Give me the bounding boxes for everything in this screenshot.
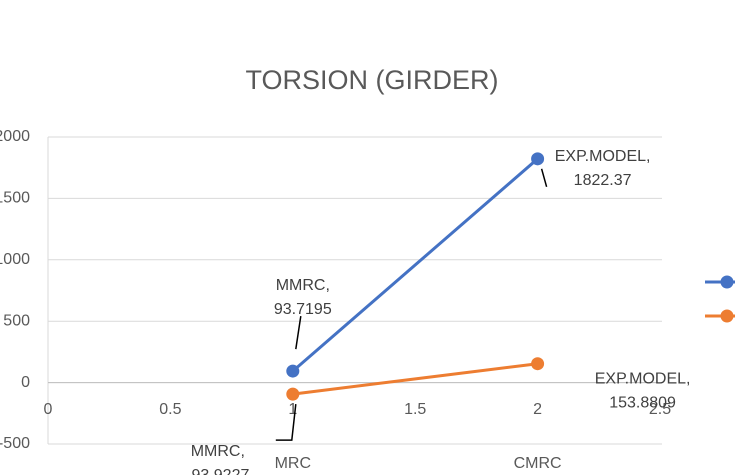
leader-line [540, 168, 548, 188]
y-tick-label: -500 [0, 435, 30, 452]
data-point [531, 357, 545, 371]
category-label: CMRC [514, 455, 562, 472]
data-label-line: 93.7195 [274, 301, 332, 318]
legend-marker [720, 309, 734, 323]
data-point [286, 364, 300, 378]
chart-title: TORSION (GIRDER) [245, 65, 498, 95]
legend-marker [720, 275, 734, 289]
data-label-line: 1822.37 [574, 172, 632, 189]
data-label-line: MMRC, [191, 443, 245, 460]
data-label-line: EXP.MODEL, [555, 148, 651, 165]
x-tick-label: 2.5 [649, 401, 671, 418]
y-tick-label: 0 [21, 374, 30, 391]
x-tick-label: 1.5 [404, 401, 426, 418]
y-tick-label: 1000 [0, 251, 30, 268]
data-label: MMRC, -93.9227 [186, 443, 249, 475]
x-tick-label: 0.5 [159, 401, 181, 418]
leader-line [295, 315, 302, 350]
data-label-line: 153.8809 [609, 395, 676, 412]
leader-line [275, 404, 297, 441]
data-label-line: MMRC, [276, 277, 330, 294]
x-tick-label: 0 [44, 401, 53, 418]
data-label-line: -93.9227 [186, 467, 249, 475]
data-point [531, 152, 545, 166]
x-tick-label: 1 [288, 401, 297, 418]
y-tick-label: 500 [3, 312, 30, 329]
series-line [292, 362, 538, 396]
data-label-line: EXP.MODEL, [595, 371, 691, 388]
series-line [291, 157, 539, 373]
data-point [286, 387, 300, 401]
data-label: EXP.MODEL, 1822.37 [555, 148, 651, 189]
y-tick-label: 1500 [0, 190, 30, 207]
y-tick-label: 2000 [0, 128, 30, 145]
x-tick-label: 2 [533, 401, 542, 418]
data-label: EXP.MODEL, 153.8809 [595, 371, 691, 412]
data-label: MMRC, 93.7195 [274, 277, 332, 318]
category-label: MRC [275, 455, 311, 472]
